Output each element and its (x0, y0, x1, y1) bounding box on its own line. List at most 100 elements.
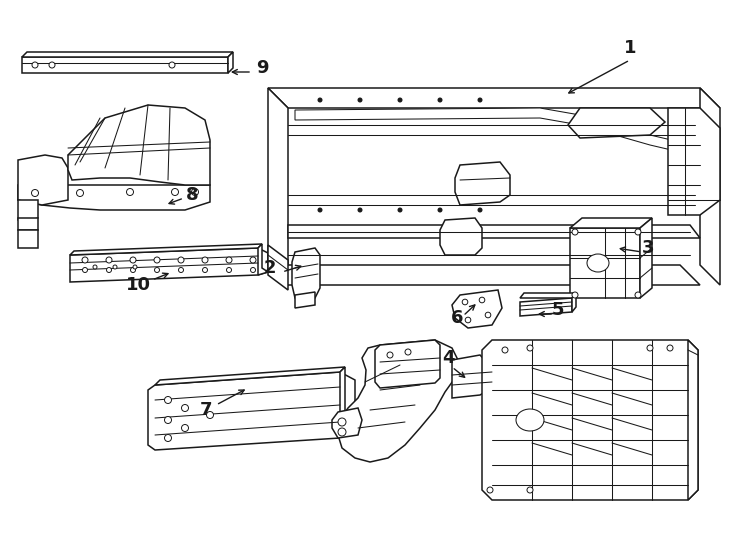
Circle shape (106, 267, 112, 273)
Polygon shape (572, 293, 576, 312)
Circle shape (478, 98, 482, 102)
Polygon shape (570, 228, 640, 298)
Circle shape (358, 98, 362, 102)
Circle shape (164, 416, 172, 423)
Circle shape (154, 257, 160, 263)
Polygon shape (268, 88, 720, 108)
Polygon shape (268, 245, 288, 290)
Polygon shape (22, 52, 233, 57)
Circle shape (465, 317, 470, 323)
Text: 6: 6 (451, 309, 463, 327)
Polygon shape (292, 248, 320, 302)
Circle shape (169, 62, 175, 68)
Circle shape (250, 267, 255, 273)
Ellipse shape (587, 254, 609, 272)
Circle shape (32, 62, 38, 68)
Text: 1: 1 (624, 39, 636, 57)
Circle shape (192, 188, 198, 195)
Polygon shape (568, 108, 665, 138)
Circle shape (479, 297, 484, 303)
Circle shape (226, 257, 232, 263)
Circle shape (178, 257, 184, 263)
Circle shape (399, 208, 401, 212)
Polygon shape (70, 244, 262, 255)
Text: 2: 2 (264, 259, 276, 277)
Polygon shape (338, 340, 458, 462)
Circle shape (405, 349, 411, 355)
Text: 3: 3 (642, 239, 654, 257)
Circle shape (130, 257, 136, 263)
Polygon shape (18, 200, 38, 222)
Polygon shape (668, 108, 720, 215)
Circle shape (131, 267, 136, 273)
Polygon shape (22, 57, 228, 73)
Ellipse shape (516, 409, 544, 431)
Circle shape (32, 190, 38, 197)
Polygon shape (18, 185, 210, 210)
Circle shape (164, 435, 172, 442)
Circle shape (319, 98, 321, 102)
Polygon shape (68, 105, 210, 185)
Circle shape (647, 345, 653, 351)
Circle shape (572, 292, 578, 298)
Circle shape (181, 404, 189, 411)
Circle shape (133, 265, 137, 269)
Circle shape (387, 352, 393, 358)
Circle shape (485, 312, 491, 318)
Circle shape (338, 418, 346, 426)
Circle shape (319, 208, 321, 212)
Polygon shape (228, 52, 233, 73)
Circle shape (106, 257, 112, 263)
Text: 4: 4 (442, 349, 454, 367)
Circle shape (478, 208, 482, 212)
Circle shape (202, 257, 208, 263)
Polygon shape (268, 265, 700, 285)
Circle shape (49, 62, 55, 68)
Text: 5: 5 (552, 301, 564, 319)
Polygon shape (155, 367, 345, 385)
Circle shape (572, 229, 578, 235)
Circle shape (635, 292, 641, 298)
Text: 9: 9 (255, 59, 268, 77)
Polygon shape (332, 408, 362, 438)
Polygon shape (640, 218, 652, 298)
Polygon shape (258, 244, 268, 275)
Circle shape (250, 257, 256, 263)
Polygon shape (340, 367, 355, 438)
Polygon shape (18, 218, 38, 230)
Circle shape (76, 190, 84, 197)
Circle shape (203, 267, 208, 273)
Circle shape (181, 424, 189, 431)
Circle shape (113, 265, 117, 269)
Polygon shape (18, 155, 68, 205)
Circle shape (164, 396, 172, 403)
Circle shape (635, 229, 641, 235)
Circle shape (338, 428, 346, 436)
Polygon shape (268, 88, 288, 285)
Polygon shape (520, 293, 576, 298)
Circle shape (438, 98, 442, 102)
Circle shape (487, 487, 493, 493)
Polygon shape (295, 108, 700, 155)
Circle shape (82, 267, 87, 273)
Circle shape (462, 299, 468, 305)
Circle shape (206, 411, 214, 418)
Circle shape (358, 208, 362, 212)
Polygon shape (688, 340, 698, 500)
Polygon shape (70, 248, 268, 282)
Circle shape (227, 267, 231, 273)
Circle shape (527, 487, 533, 493)
Circle shape (667, 345, 673, 351)
Circle shape (172, 188, 178, 195)
Polygon shape (520, 298, 572, 316)
Polygon shape (452, 290, 502, 328)
Circle shape (178, 267, 184, 273)
Circle shape (82, 257, 88, 263)
Polygon shape (148, 372, 355, 450)
Polygon shape (295, 292, 315, 308)
Polygon shape (570, 218, 652, 228)
Polygon shape (440, 218, 482, 255)
Circle shape (527, 345, 533, 351)
Polygon shape (452, 355, 492, 398)
Text: 10: 10 (126, 276, 150, 294)
